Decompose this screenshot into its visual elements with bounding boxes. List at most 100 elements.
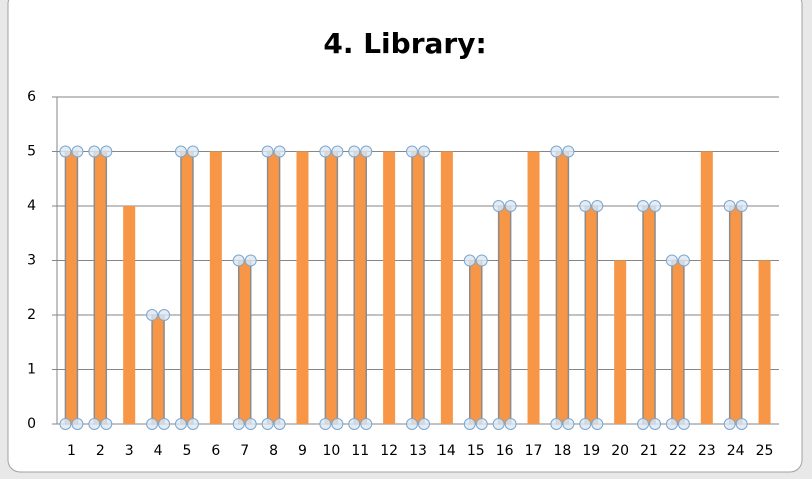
selection-handle <box>649 418 662 430</box>
selection-handle <box>146 309 159 321</box>
y-tick-label: 5 <box>27 144 36 160</box>
selection-handle <box>244 254 257 267</box>
bar <box>383 151 396 424</box>
chart-title: 4. Library: <box>323 27 486 60</box>
selection-handle <box>88 145 101 158</box>
selection-handle <box>504 418 517 430</box>
selection-handle <box>591 418 604 430</box>
selection-handle <box>723 418 736 430</box>
selection-handle <box>723 200 736 212</box>
selection-handle <box>348 145 361 158</box>
bar <box>671 259 685 425</box>
selection-handle <box>677 254 690 267</box>
selection-handle <box>360 145 373 158</box>
selection-handle <box>348 418 361 430</box>
selection-handle <box>492 418 505 430</box>
bar <box>123 206 136 424</box>
bar <box>584 205 599 425</box>
selection-handle <box>649 200 662 212</box>
x-tick-label: 19 <box>582 443 600 459</box>
selection-handle <box>406 145 418 158</box>
selection-handle <box>71 145 84 158</box>
selection-handle <box>244 418 257 430</box>
selection-handle <box>319 145 332 158</box>
x-tick-label: 7 <box>240 443 249 459</box>
bar <box>93 150 108 425</box>
selection-handle <box>158 418 171 430</box>
bar <box>324 150 339 425</box>
selection-handle <box>665 254 678 267</box>
selection-handle <box>71 418 84 430</box>
y-tick-label: 2 <box>27 307 36 323</box>
selection-handle <box>735 200 748 212</box>
selection-handle <box>579 200 592 212</box>
x-tick-label: 25 <box>756 443 774 459</box>
selection-handle <box>100 145 113 158</box>
bar <box>151 314 165 425</box>
selection-handle <box>463 254 476 267</box>
selection-handle <box>174 145 187 158</box>
y-tick-label: 6 <box>27 89 36 105</box>
selection-handle <box>677 418 690 430</box>
x-tick-label: 14 <box>438 443 456 459</box>
x-tick-label: 16 <box>496 443 514 459</box>
y-tick-label: 4 <box>27 198 36 214</box>
selection-handle <box>463 418 476 430</box>
bar <box>353 150 367 425</box>
selection-handle <box>562 145 575 158</box>
bar <box>497 205 512 425</box>
y-tick-label: 1 <box>27 362 36 378</box>
selection-handle <box>100 418 113 430</box>
x-tick-label: 20 <box>611 443 629 459</box>
x-tick-label: 11 <box>351 443 369 459</box>
selection-handle <box>331 145 344 158</box>
selection-handle <box>232 418 245 430</box>
selection-handle <box>174 418 187 430</box>
x-tick-label: 23 <box>698 443 716 459</box>
y-tick-label: 0 <box>27 416 36 432</box>
x-tick-label: 4 <box>154 443 163 459</box>
bar <box>758 260 771 424</box>
bar <box>728 205 743 425</box>
bar <box>266 150 281 425</box>
selection-handle <box>406 418 418 430</box>
selection-handle <box>562 418 575 430</box>
selection-handle <box>475 254 488 267</box>
bar <box>180 150 194 425</box>
bar <box>527 151 540 424</box>
selection-handle <box>186 145 199 158</box>
selection-handle <box>735 418 748 430</box>
bar <box>700 151 713 424</box>
selection-handle <box>319 418 332 430</box>
bar <box>614 260 627 424</box>
selection-handle <box>59 418 72 430</box>
selection-handle <box>579 418 592 430</box>
selection-handle <box>261 145 274 158</box>
selection-handle <box>360 418 373 430</box>
bar <box>469 259 483 425</box>
x-tick-label: 12 <box>380 443 398 459</box>
chart-frame <box>7 0 803 473</box>
selection-handle <box>637 418 650 430</box>
x-tick-label: 24 <box>727 443 745 459</box>
x-tick-label: 21 <box>640 443 658 459</box>
x-tick-label: 18 <box>553 443 571 459</box>
x-tick-label: 15 <box>467 443 485 459</box>
x-tick-label: 2 <box>96 443 105 459</box>
bar <box>642 205 656 425</box>
x-tick-label: 17 <box>525 443 543 459</box>
selection-handle <box>331 418 344 430</box>
selection-handle <box>418 145 430 158</box>
selection-handle <box>492 200 505 212</box>
bar <box>64 150 79 425</box>
selection-handle <box>504 200 517 212</box>
selection-handle <box>591 200 604 212</box>
selection-handle <box>273 145 286 158</box>
x-tick-label: 22 <box>669 443 687 459</box>
x-tick-label: 3 <box>125 443 134 459</box>
selection-handle <box>273 418 286 430</box>
x-tick-label: 6 <box>211 443 220 459</box>
selection-handle <box>59 145 72 158</box>
x-tick-label: 5 <box>182 443 191 459</box>
